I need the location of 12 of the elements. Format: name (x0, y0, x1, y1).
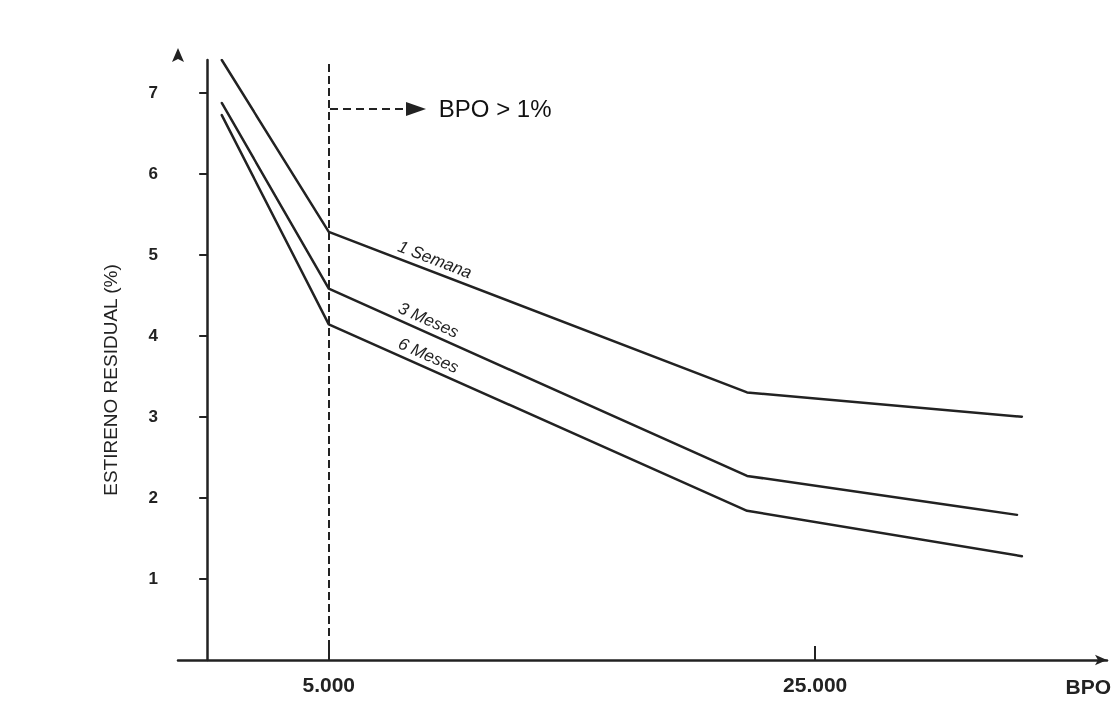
y-axis-title: ESTIRENO RESIDUAL (%) (99, 264, 121, 496)
y-tick-label: 4 (148, 326, 159, 346)
ref-line-label: BPO > 1% (438, 95, 552, 123)
y-tick-label: 1 (148, 569, 158, 589)
y-tick-label: 7 (148, 82, 158, 102)
y-tick-label: 6 (148, 164, 158, 184)
x-tick-label: 25.000 (783, 673, 848, 696)
y-tick-label: 5 (148, 245, 158, 265)
x-tick-label: 5.000 (302, 673, 356, 696)
y-tick-label: 2 (148, 488, 158, 508)
y-tick-label: 3 (148, 407, 158, 427)
x-axis-title: BPO (1065, 675, 1112, 698)
